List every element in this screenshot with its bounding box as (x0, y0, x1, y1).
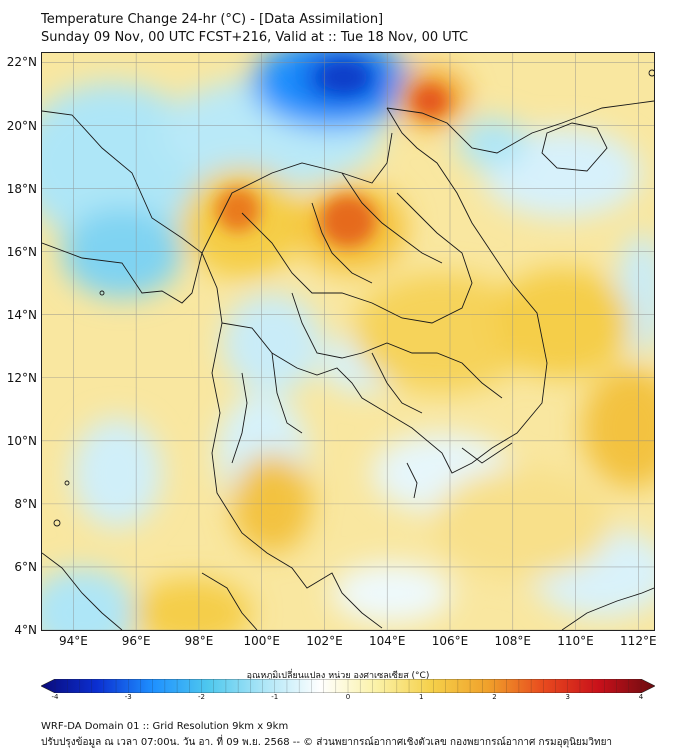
longitude-label: 104°E (368, 634, 406, 648)
colorbar-title: อุณหภูมิเปลี่ยนแปลง หน่วย องศาเซลเซียส (… (246, 671, 430, 681)
coastline-borders (42, 69, 654, 630)
latitude-label: 4°N (14, 623, 37, 637)
colorbar-tick-label: -2 (198, 693, 205, 701)
chart-title: Temperature Change 24-hr (°C) - [Data As… (41, 12, 384, 27)
colorbar-tick-label: 4 (638, 693, 644, 701)
latitude-label: 14°N (6, 307, 37, 322)
colorbar-tick-label: 3 (565, 693, 570, 701)
longitude-label: 98°E (184, 634, 214, 648)
footer-model-info: WRF-DA Domain 01 :: Grid Resolution 9km … (41, 721, 289, 732)
latitude-label: 6°N (14, 559, 37, 574)
latitude-label: 10°N (6, 433, 37, 448)
temperature-change-map (41, 52, 655, 631)
colorbar-tick-label: 0 (345, 693, 351, 701)
latitude-label: 22°N (6, 55, 37, 70)
chart-subtitle: Sunday 09 Nov, 00 UTC FCST+216, Valid at… (41, 30, 469, 45)
longitude-label: 112°E (620, 634, 657, 648)
latitude-label: 18°N (6, 181, 37, 196)
latitude-label: 20°N (6, 118, 37, 133)
longitude-label: 100°E (243, 634, 280, 648)
latitude-label: 16°N (6, 244, 37, 259)
longitude-label: 106°E (431, 634, 469, 648)
latitude-label: 12°N (6, 370, 37, 385)
longitude-label: 102°E (306, 634, 343, 648)
temperature-hotspots (216, 63, 448, 247)
longitude-label: 108°E (494, 634, 532, 648)
colorbar-tick-label: -1 (271, 693, 279, 701)
longitude-label: 94°E (58, 634, 88, 648)
longitude-label: 96°E (121, 634, 151, 648)
colorbar-tick-label: 2 (492, 693, 497, 701)
graticule (42, 53, 654, 630)
colorbar-tick-label: -4 (51, 693, 59, 701)
longitude-label: 110°E (557, 634, 594, 648)
latitude-label: 8°N (14, 496, 37, 511)
footer-update-info: ปรับปรุงข้อมูล ณ เวลา 07:00น. วัน อา. ที… (41, 737, 613, 748)
temperature-field (42, 53, 654, 630)
colorbar-tick-label: 1 (419, 693, 424, 701)
colorbar-tick-label: -3 (124, 693, 132, 701)
